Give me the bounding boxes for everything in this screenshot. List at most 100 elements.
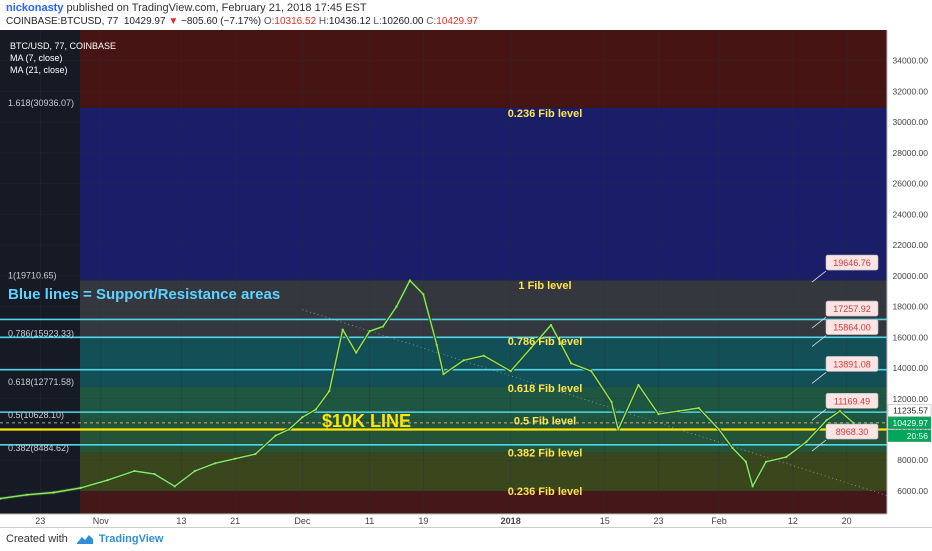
callout-box-4 [825, 392, 879, 409]
left-shade [0, 30, 80, 514]
y-tick-label-10: 26000.00 [893, 179, 929, 189]
price-point [838, 409, 842, 413]
x-axis-panel [0, 514, 932, 527]
price-chart[interactable]: 1.618(30936.07) 1(19710.65) 0.786(15923.33… [0, 30, 932, 527]
price-point [731, 446, 734, 450]
ten-k-line-label: $10K LINE [322, 411, 412, 431]
callout-label-3: 13891.08 [833, 359, 871, 369]
price-point [341, 328, 344, 331]
callout-box-2 [825, 319, 879, 335]
callout-label-2: 15864.00 [833, 323, 871, 333]
price-point [213, 462, 217, 465]
author-link[interactable]: nickonasty [6, 2, 64, 14]
price-point [442, 373, 445, 376]
fib-zone-3 [80, 338, 887, 387]
fib-left-label-0: 1.618(30936.07) [8, 98, 74, 108]
fib-zone-2 [80, 280, 887, 339]
publish-line: nickonasty published on TradingView.com,… [6, 2, 367, 14]
price-point [234, 457, 237, 460]
fib-left-label-2: 0.786(15923.33) [8, 328, 74, 338]
x-tick-label-10: Feb [711, 516, 727, 526]
price-point [570, 362, 573, 365]
callout-box-5 [825, 423, 879, 440]
footer: Created with TradingView [0, 527, 932, 551]
high-value: 10436.12 [328, 16, 371, 27]
y-tick-label-5: 16000.00 [893, 332, 929, 342]
x-tick-label-11: 12 [788, 516, 798, 526]
callout-pointer-2 [811, 335, 827, 347]
price-point [717, 428, 721, 431]
created-with-label: Created with [6, 533, 68, 545]
ohlc-line: COINBASE:BTCUSD, 77 10429.97 ▼ −805.60 (… [6, 16, 478, 27]
fib-zone-5 [80, 419, 887, 453]
price-tag-0: 11235.57 [893, 406, 928, 416]
open-value: 10316.52 [274, 16, 317, 27]
x-tick-label-1: Nov [93, 516, 110, 526]
support-resistance-note: Blue lines = Support/Resistance areas [8, 286, 281, 303]
price-point [852, 421, 855, 424]
x-tick-label-9: 23 [654, 516, 664, 526]
fib-zone-7 [80, 490, 887, 514]
y-tick-label-3: 12000.00 [893, 394, 929, 404]
price-point [590, 370, 593, 373]
y-tick-label-2: 10000.00 [893, 424, 929, 434]
footer-text: Created with TradingView [6, 533, 163, 545]
x-tick-label-5: 11 [365, 516, 374, 526]
fib-zone-1 [80, 107, 887, 281]
callout-pointer-5 [811, 439, 827, 452]
close-label: C: [426, 16, 437, 27]
price-point [697, 406, 700, 410]
price-point [254, 452, 257, 456]
fib-left-label-4: 0.5(10628.10) [8, 410, 64, 420]
price-point [368, 330, 371, 333]
high-label: H: [318, 16, 329, 27]
symbol-label: COINBASE:BTCUSD, 77 [6, 16, 119, 27]
price-point [314, 408, 317, 411]
y-tick-label-12: 30000.00 [893, 117, 929, 127]
price-point [529, 346, 532, 350]
callout-box-1 [825, 300, 879, 317]
price-point [79, 486, 82, 489]
y-tick-label-11: 28000.00 [893, 148, 929, 158]
price-tag-bg-2 [887, 429, 932, 442]
fib-level-label-2: 0.786 Fib level [508, 336, 583, 348]
price-point [193, 469, 196, 473]
fib-zone-6 [80, 452, 887, 491]
price-point [805, 440, 808, 443]
price-point [435, 343, 438, 347]
y-tick-label-7: 20000.00 [893, 271, 929, 281]
chart-legend: BTC/USD, 77, COINBASE MA (7, close) MA (… [10, 40, 116, 76]
price-point [395, 305, 398, 308]
price-point [462, 359, 465, 362]
ma7-legend[interactable]: MA (7, close) [10, 53, 63, 63]
callout-pointer-1 [811, 316, 827, 329]
price-point [173, 485, 176, 488]
y-tick-label-14: 34000.00 [893, 56, 929, 66]
callout-label-1: 17257.92 [833, 304, 871, 314]
price-point [355, 351, 358, 354]
fib-level-label-6: 0.236 Fib level [508, 486, 583, 498]
fib-left-label-5: 0.382(8484.62) [8, 443, 69, 453]
price-point [106, 479, 109, 482]
x-tick-label-0: 23 [35, 516, 45, 526]
price-point [0, 497, 2, 500]
price-point [301, 416, 304, 419]
fib-level-label-4: 0.5 Fib level [514, 415, 576, 427]
price-point [677, 409, 680, 413]
last-price: 10429.97 [123, 16, 166, 27]
callout-box-3 [825, 356, 879, 372]
fib-level-label-5: 0.382 Fib level [508, 448, 583, 460]
callout-label-4: 11169.49 [834, 396, 870, 406]
ma21-legend[interactable]: MA (21, close) [10, 65, 68, 75]
tradingview-brand-link[interactable]: TradingView [98, 533, 164, 545]
price-tag-bg-0 [887, 404, 932, 417]
price-change: −805.60 (−7.17%) [181, 16, 262, 27]
callout-label-0: 19646.76 [833, 258, 871, 268]
fib-level-label-0: 0.236 Fib level [508, 108, 583, 120]
price-point [381, 325, 385, 328]
price-point [744, 460, 747, 463]
open-label: O: [263, 16, 275, 27]
low-label: L: [373, 16, 382, 27]
price-point [617, 428, 620, 431]
x-tick-label-8: 15 [600, 516, 610, 526]
